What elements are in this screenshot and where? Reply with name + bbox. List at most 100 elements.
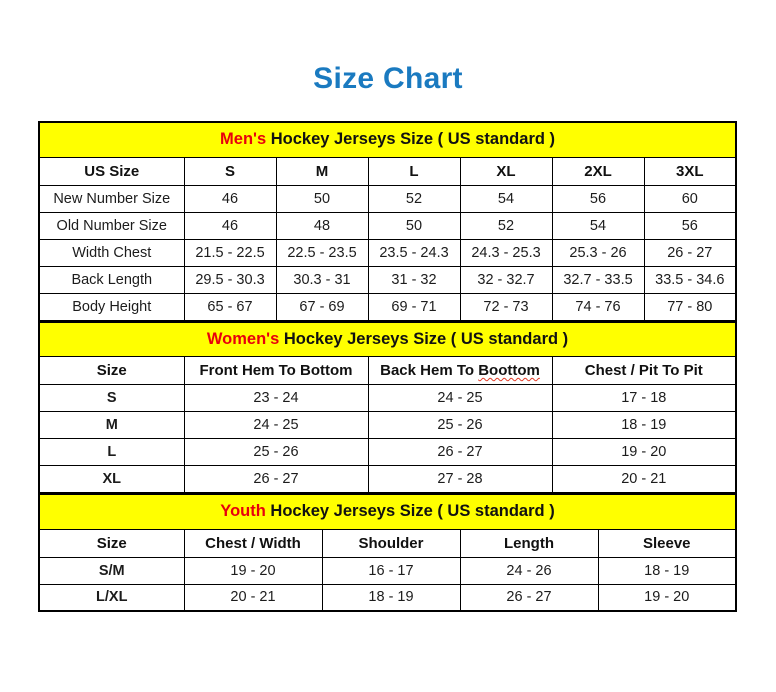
mens-row-label-old-number-size: Old Number Size xyxy=(38,211,185,240)
mens-header-row: US Size S M L XL 2XL 3XL xyxy=(38,156,737,186)
womens-cell: 26 - 27 xyxy=(367,438,553,466)
mens-header-s: S xyxy=(183,156,277,186)
womens-size-m: M xyxy=(38,411,185,439)
mens-cell: 52 xyxy=(459,211,553,240)
youth-header-shoulder: Shoulder xyxy=(321,528,461,558)
mens-cell: 33.5 - 34.6 xyxy=(643,265,737,294)
youth-size-table: Youth Hockey Jerseys Size ( US standard … xyxy=(37,493,738,612)
youth-header-chest-width: Chest / Width xyxy=(183,528,323,558)
mens-cell: 56 xyxy=(551,184,645,213)
mens-cell: 31 - 32 xyxy=(367,265,461,294)
mens-cell: 32 - 32.7 xyxy=(459,265,553,294)
womens-banner-rest: Hockey Jerseys Size ( US standard ) xyxy=(279,329,569,348)
youth-header-row: Size Chest / Width Shoulder Length Sleev… xyxy=(38,528,737,558)
youth-cell: 24 - 26 xyxy=(459,556,599,585)
mens-cell: 74 - 76 xyxy=(551,292,645,321)
womens-header-row: Size Front Hem To Bottom Back Hem To Boo… xyxy=(38,356,737,385)
womens-cell: 20 - 21 xyxy=(551,465,737,493)
table-row: M 24 - 25 25 - 26 18 - 19 xyxy=(38,411,737,439)
table-row: L 25 - 26 26 - 27 19 - 20 xyxy=(38,438,737,466)
mens-cell: 30.3 - 31 xyxy=(275,265,369,294)
mens-cell: 48 xyxy=(275,211,369,240)
mens-cell: 65 - 67 xyxy=(183,292,277,321)
youth-cell: 18 - 19 xyxy=(321,583,461,612)
mens-header-m: M xyxy=(275,156,369,186)
mens-cell: 46 xyxy=(183,184,277,213)
youth-cell: 19 - 20 xyxy=(183,556,323,585)
mens-row-label-width-chest: Width Chest xyxy=(38,238,185,267)
mens-cell: 25.3 - 26 xyxy=(551,238,645,267)
womens-cell: 23 - 24 xyxy=(183,384,369,412)
mens-cell: 54 xyxy=(459,184,553,213)
mens-header-xl: XL xyxy=(459,156,553,186)
womens-header-front-hem: Front Hem To Bottom xyxy=(183,356,369,385)
womens-size-s: S xyxy=(38,384,185,412)
youth-cell: 19 - 20 xyxy=(597,583,737,612)
mens-cell: 52 xyxy=(367,184,461,213)
womens-header-size: Size xyxy=(38,356,185,385)
youth-header-length: Length xyxy=(459,528,599,558)
womens-cell: 19 - 20 xyxy=(551,438,737,466)
womens-cell: 17 - 18 xyxy=(551,384,737,412)
womens-header-back-hem-misspelled: Boottom xyxy=(478,362,540,379)
mens-cell: 69 - 71 xyxy=(367,292,461,321)
mens-cell: 26 - 27 xyxy=(643,238,737,267)
youth-header-size: Size xyxy=(38,528,185,558)
table-row: XL 26 - 27 27 - 28 20 - 21 xyxy=(38,465,737,493)
mens-cell: 77 - 80 xyxy=(643,292,737,321)
womens-cell: 24 - 25 xyxy=(367,384,553,412)
mens-cell: 24.3 - 25.3 xyxy=(459,238,553,267)
mens-banner-accent: Men's xyxy=(220,130,267,149)
mens-cell: 21.5 - 22.5 xyxy=(183,238,277,267)
youth-cell: 18 - 19 xyxy=(597,556,737,585)
mens-cell: 29.5 - 30.3 xyxy=(183,265,277,294)
mens-banner-cell: Men's Hockey Jerseys Size ( US standard … xyxy=(37,121,738,158)
womens-banner-accent: Women's xyxy=(206,329,280,348)
size-chart-tables: Men's Hockey Jerseys Size ( US standard … xyxy=(37,121,738,612)
womens-banner-row: Women's Hockey Jerseys Size ( US standar… xyxy=(37,320,738,357)
mens-header-label: US Size xyxy=(38,156,185,186)
mens-size-table: Men's Hockey Jerseys Size ( US standard … xyxy=(37,121,738,321)
mens-cell: 54 xyxy=(551,211,645,240)
youth-banner-cell: Youth Hockey Jerseys Size ( US standard … xyxy=(37,493,738,530)
table-row: S 23 - 24 24 - 25 17 - 18 xyxy=(38,384,737,412)
mens-cell: 32.7 - 33.5 xyxy=(551,265,645,294)
womens-header-chest: Chest / Pit To Pit xyxy=(551,356,737,385)
womens-banner-cell: Women's Hockey Jerseys Size ( US standar… xyxy=(37,320,738,357)
youth-cell: 26 - 27 xyxy=(459,583,599,612)
womens-cell: 25 - 26 xyxy=(367,411,553,439)
mens-cell: 60 xyxy=(643,184,737,213)
table-row: New Number Size 46 50 52 54 56 60 xyxy=(38,184,737,213)
womens-cell: 24 - 25 xyxy=(183,411,369,439)
mens-cell: 22.5 - 23.5 xyxy=(275,238,369,267)
youth-banner-rest: Hockey Jerseys Size ( US standard ) xyxy=(265,502,555,521)
mens-row-label-body-height: Body Height xyxy=(38,292,185,321)
womens-cell: 27 - 28 xyxy=(367,465,553,493)
womens-cell: 25 - 26 xyxy=(183,438,369,466)
table-row: L/XL 20 - 21 18 - 19 26 - 27 19 - 20 xyxy=(38,583,737,612)
mens-cell: 23.5 - 24.3 xyxy=(367,238,461,267)
mens-cell: 67 - 69 xyxy=(275,292,369,321)
table-row: Body Height 65 - 67 67 - 69 69 - 71 72 -… xyxy=(38,292,737,321)
table-row: Back Length 29.5 - 30.3 30.3 - 31 31 - 3… xyxy=(38,265,737,294)
womens-size-l: L xyxy=(38,438,185,466)
youth-banner-row: Youth Hockey Jerseys Size ( US standard … xyxy=(37,493,738,530)
mens-row-label-new-number-size: New Number Size xyxy=(38,184,185,213)
youth-size-sm: S/M xyxy=(38,556,185,585)
womens-cell: 26 - 27 xyxy=(183,465,369,493)
mens-row-label-back-length: Back Length xyxy=(38,265,185,294)
mens-banner-rest: Hockey Jerseys Size ( US standard ) xyxy=(266,130,556,149)
table-row: Old Number Size 46 48 50 52 54 56 xyxy=(38,211,737,240)
mens-banner-row: Men's Hockey Jerseys Size ( US standard … xyxy=(37,121,738,158)
womens-cell: 18 - 19 xyxy=(551,411,737,439)
womens-header-back-hem: Back Hem To Boottom xyxy=(367,356,553,385)
mens-cell: 50 xyxy=(367,211,461,240)
mens-cell: 72 - 73 xyxy=(459,292,553,321)
mens-cell: 46 xyxy=(183,211,277,240)
youth-banner-accent: Youth xyxy=(220,502,266,521)
youth-cell: 20 - 21 xyxy=(183,583,323,612)
mens-cell: 56 xyxy=(643,211,737,240)
womens-header-back-hem-prefix: Back Hem To xyxy=(380,362,479,379)
mens-header-l: L xyxy=(367,156,461,186)
